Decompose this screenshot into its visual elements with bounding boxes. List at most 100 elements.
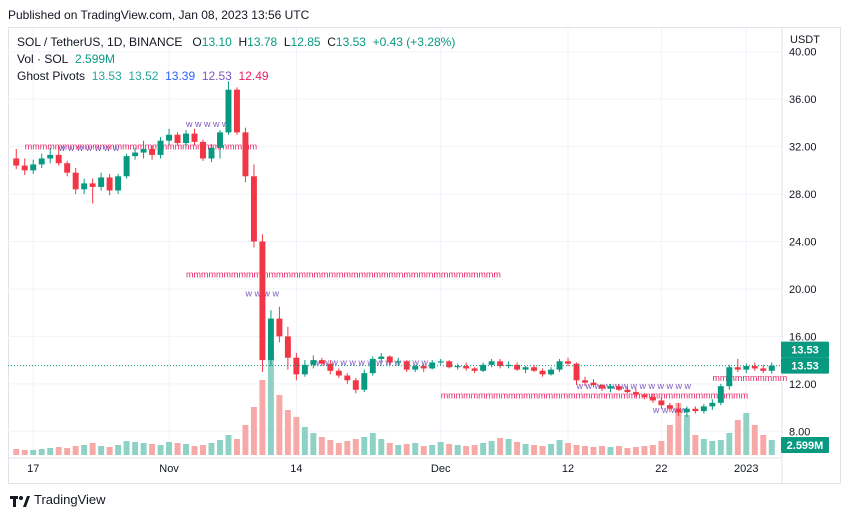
- volume-bar: [420, 446, 427, 455]
- candle-body: [369, 358, 376, 374]
- candle-body: [361, 373, 368, 390]
- volume-bar: [30, 450, 37, 455]
- volume-bar: [548, 444, 555, 455]
- candle-body: [437, 361, 444, 363]
- volume-bar: [607, 447, 614, 455]
- candle-body: [675, 408, 682, 413]
- volume-bar: [446, 444, 453, 455]
- volume-label: Vol · SOL: [17, 52, 69, 66]
- candle-body: [318, 360, 325, 364]
- candle-body: [13, 158, 20, 166]
- volume-bar: [471, 445, 478, 455]
- volume-bar: [310, 433, 317, 455]
- volume-bar: [403, 444, 410, 455]
- candle-body: [692, 408, 699, 412]
- candle-body: [641, 394, 648, 397]
- footer-brand[interactable]: TradingView: [10, 492, 106, 507]
- volume-bar: [582, 446, 588, 455]
- candle-body: [726, 367, 733, 387]
- volume-bar: [599, 446, 605, 455]
- candle-body: [250, 176, 257, 242]
- ghost-pivot-marker: w w w w w w w: [58, 143, 120, 153]
- volume-bar: [344, 441, 351, 455]
- candle-body: [751, 366, 758, 369]
- last-price-tag: 13.53: [791, 345, 819, 357]
- volume-bar: [488, 441, 495, 455]
- volume-bar: [335, 443, 342, 455]
- volume-bar: [233, 439, 240, 455]
- volume-bar: [242, 425, 249, 455]
- volume-bar: [666, 425, 673, 455]
- pivot-value: 13.52: [128, 69, 159, 83]
- volume-bar: [55, 447, 62, 455]
- volume-bar: [89, 443, 96, 455]
- volume-bar: [174, 443, 181, 455]
- volume-bar: [649, 445, 656, 455]
- axis-currency-label: USDT: [790, 34, 820, 46]
- y-tick-label: 36.00: [789, 94, 817, 106]
- candle-body: [98, 177, 105, 187]
- candle-body: [548, 369, 555, 375]
- volume-bar: [284, 410, 291, 455]
- candle-body: [734, 367, 741, 370]
- volume-bar: [276, 395, 283, 455]
- volume-bar: [259, 380, 266, 455]
- candle-body: [683, 408, 690, 413]
- last-price-tag-2: 13.53: [791, 361, 819, 373]
- symbol-legend: SOL / TetherUS, 1D, BINANCE O13.10 H13.7…: [17, 35, 456, 49]
- volume-bar: [115, 445, 122, 455]
- candle-body: [344, 375, 351, 381]
- volume-legend: Vol · SOL 2.599M: [17, 51, 115, 67]
- volume-bar: [157, 445, 164, 455]
- volume-bar: [573, 445, 580, 455]
- volume-bar: [132, 442, 139, 455]
- ghost-pivot-marker: mmmmmmmmmmmmmmmmmmmmmmmmmmmmmmmmmmmmmmmm…: [441, 391, 748, 401]
- volume-bar: [293, 417, 300, 455]
- candle-body: [607, 386, 614, 389]
- time-axis: 17 Nov 14 Dec 12 22 2023: [8, 457, 782, 475]
- candle-body: [267, 318, 274, 361]
- candle-body: [38, 158, 45, 165]
- candle-body: [284, 336, 291, 358]
- last-price-tag-2-bg: [781, 357, 829, 374]
- candle-body: [590, 382, 597, 386]
- ghost-pivot-marker: w w w w w w w w w w w w w: [576, 381, 692, 391]
- candle-body: [556, 361, 563, 370]
- tradingview-logo-icon: [10, 495, 30, 507]
- candle-body: [420, 366, 427, 369]
- candle-body: [446, 361, 453, 368]
- x-tick-label: 22: [655, 463, 667, 475]
- volume-bar: [615, 446, 622, 455]
- candle-body: [599, 385, 605, 389]
- candle-body: [658, 400, 665, 406]
- volume-bar: [81, 445, 88, 455]
- candle-body: [64, 163, 71, 173]
- candle-body: [463, 366, 470, 369]
- candle-body: [649, 396, 656, 401]
- candle-body: [615, 386, 622, 390]
- volume-bar: [378, 439, 385, 455]
- volume-bar: [327, 440, 334, 455]
- volume-bars: [13, 345, 775, 455]
- ghost-pivot-marker: mmmmmmmmmmmmmmmmmmmmmmmmmmmmmmmmmmmmmmmm…: [186, 270, 501, 280]
- volume-bar: [166, 442, 173, 455]
- x-tick-label: Nov: [159, 463, 179, 475]
- candle-body: [191, 133, 198, 142]
- ghost-pivot-marker: mmmmmmmmmmmmmmmmmmmmmmmmmmmmmmm: [25, 142, 257, 152]
- volume-bar: [590, 447, 597, 455]
- volume-bar: [717, 440, 724, 455]
- close-value: 13.53: [335, 35, 366, 49]
- volume-bar: [217, 440, 223, 455]
- candle-body: [488, 361, 495, 365]
- footer-brand-text: TradingView: [34, 492, 106, 507]
- x-tick-label: Dec: [431, 463, 451, 475]
- volume-bar: [709, 441, 716, 455]
- candle-body: [183, 133, 189, 144]
- volume-bar: [123, 441, 130, 455]
- candle-body: [709, 402, 716, 407]
- volume-bar: [480, 443, 487, 455]
- volume-bar: [675, 403, 682, 455]
- last-volume-tag-bg: [781, 437, 829, 453]
